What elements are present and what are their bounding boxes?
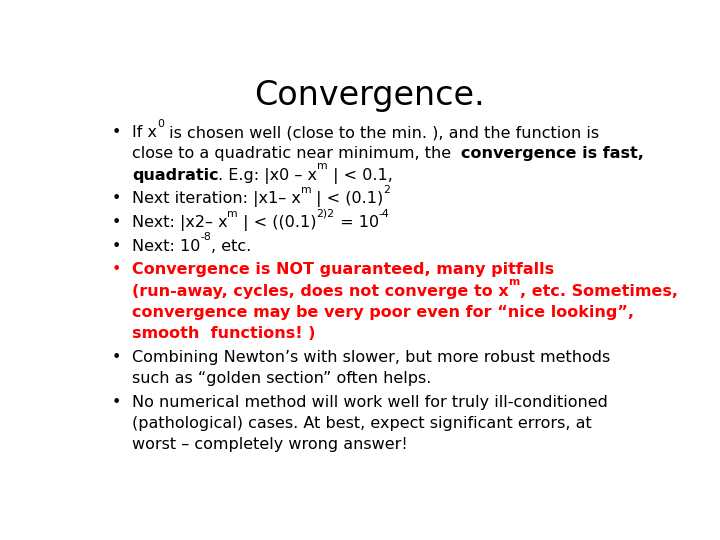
Text: Next: 10: Next: 10 (132, 239, 200, 254)
Text: •: • (112, 262, 122, 278)
Text: If x: If x (132, 125, 157, 140)
Text: (run-away, cycles, does not converge to x: (run-away, cycles, does not converge to … (132, 284, 508, 299)
Text: (pathological) cases. At best, expect significant errors, at: (pathological) cases. At best, expect si… (132, 416, 592, 431)
Text: , etc. Sometimes,: , etc. Sometimes, (520, 284, 678, 299)
Text: -4: -4 (379, 208, 390, 219)
Text: Combining Newton’s with slower, but more robust methods: Combining Newton’s with slower, but more… (132, 349, 610, 364)
Text: 0: 0 (157, 119, 164, 129)
Text: 2: 2 (384, 185, 390, 195)
Text: •: • (112, 395, 122, 409)
Text: worst – completely wrong answer!: worst – completely wrong answer! (132, 437, 408, 452)
Text: •: • (112, 215, 122, 230)
Text: No numerical method will work well for truly ill-conditioned: No numerical method will work well for t… (132, 395, 608, 409)
Text: convergence may be very poor even for “nice looking”,: convergence may be very poor even for “n… (132, 305, 634, 320)
Text: | < ((0.1): | < ((0.1) (238, 215, 317, 231)
Text: Next iteration: |x1– x: Next iteration: |x1– x (132, 191, 301, 207)
Text: m: m (228, 208, 238, 219)
Text: -8: -8 (200, 232, 211, 242)
Text: Next: |x2– x: Next: |x2– x (132, 215, 228, 231)
Text: •: • (112, 239, 122, 254)
Text: m: m (508, 277, 520, 287)
Text: smooth  functions! ): smooth functions! ) (132, 326, 315, 341)
Text: 2)2: 2)2 (317, 208, 335, 219)
Text: | < 0.1,: | < 0.1, (328, 167, 393, 184)
Text: close to a quadratic near minimum, the: close to a quadratic near minimum, the (132, 146, 462, 161)
Text: convergence is fast,: convergence is fast, (462, 146, 644, 161)
Text: = 10: = 10 (335, 215, 379, 230)
Text: is chosen well (close to the min. ), and the function is: is chosen well (close to the min. ), and… (164, 125, 599, 140)
Text: such as “golden section” often helps.: such as “golden section” often helps. (132, 371, 431, 386)
Text: m: m (318, 161, 328, 171)
Text: , etc.: , etc. (211, 239, 251, 254)
Text: •: • (112, 349, 122, 364)
Text: •: • (112, 191, 122, 206)
Text: Convergence.: Convergence. (253, 79, 485, 112)
Text: m: m (301, 185, 311, 195)
Text: | < (0.1): | < (0.1) (311, 191, 384, 207)
Text: . E.g: |x0 – x: . E.g: |x0 – x (218, 167, 318, 184)
Text: •: • (112, 125, 122, 140)
Text: quadratic: quadratic (132, 167, 218, 183)
Text: Convergence is NOT guaranteed, many pitfalls: Convergence is NOT guaranteed, many pitf… (132, 262, 554, 278)
